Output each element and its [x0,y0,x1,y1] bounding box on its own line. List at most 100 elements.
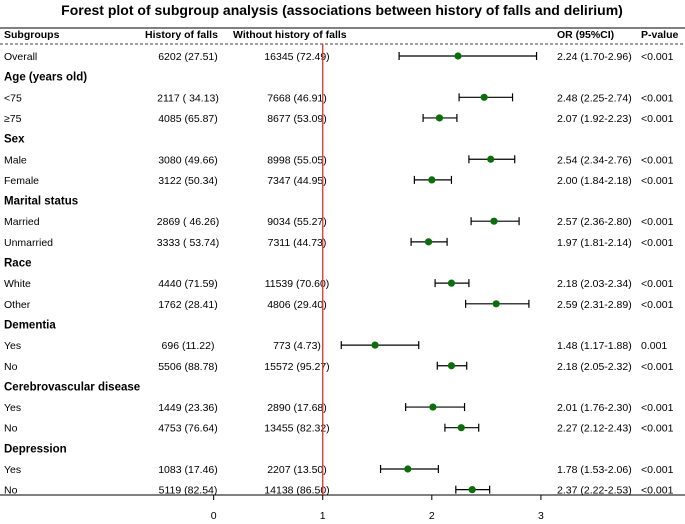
or-ci-value: 1.78 (1.53-2.06) [557,464,632,476]
no-falls-value: 2890 (17.68) [267,402,327,414]
table-rows: Overall 6202 (27.51) 16345 (72.49) 2.24 (1.… [4,51,674,497]
no-falls-value: 4806 (29.40) [267,299,327,311]
or-ci-value: 2.24 (1.70-2.96) [557,51,632,63]
group-label: Cerebrovascular disease [4,381,140,393]
p-value: 0.001 [641,340,667,352]
falls-value: 5506 (88.78) [158,361,218,373]
or-ci-value: 2.48 (2.25-2.74) [557,92,632,104]
or-point [487,155,495,163]
or-point [435,114,444,122]
no-falls-value: 2207 (13.50) [267,464,327,476]
or-point [454,52,462,60]
group-label: Depression [4,443,67,455]
or-point [404,465,412,473]
or-ci-value: 2.18 (2.05-2.32) [557,361,632,373]
no-falls-value: 8677 (53.09) [267,113,327,125]
or-ci-value: 2.01 (1.76-2.30) [557,402,632,414]
or-point [447,362,456,370]
col-header-no-falls: Without history of falls [233,29,347,41]
subgroup-label: Yes [4,464,21,476]
p-value: <0.001 [641,113,674,125]
subgroup-label: ≥75 [4,113,22,125]
subgroup-label: White [4,278,31,290]
or-point [480,93,488,101]
subgroup-label: Other [4,299,31,311]
p-value: <0.001 [641,92,674,104]
no-falls-value: 7668 (46.91) [267,92,327,104]
falls-value: 3333 ( 53.74) [157,237,219,249]
plot-marks [322,44,538,495]
no-falls-value: 7311 (44.73) [268,237,327,249]
p-value: <0.001 [641,361,674,373]
p-value: <0.001 [641,175,674,187]
no-falls-value: 11539 (70.60) [265,278,330,290]
or-ci-value: 2.37 (2.22-2.53) [557,485,632,497]
no-falls-value: 773 (4.73) [273,340,321,352]
or-ci-value: 1.48 (1.17-1.88) [557,340,632,352]
falls-value: 1762 (28.41) [158,299,218,311]
falls-value: 3080 (49.66) [158,154,218,166]
col-header-falls: History of falls [145,29,218,41]
p-value: <0.001 [641,485,674,497]
falls-value: 4440 (71.59) [158,278,218,290]
falls-value: 2869 ( 46.26) [157,216,219,228]
falls-value: 696 (11.22) [162,340,215,352]
falls-value: 1083 (17.46) [158,464,218,476]
or-point [424,238,433,246]
or-point [490,217,498,225]
subgroup-label: No [4,485,18,497]
or-ci-value: 2.57 (2.36-2.80) [557,216,632,228]
subgroup-label: Female [4,175,39,187]
falls-value: 4085 (65.87) [158,113,218,125]
falls-value: 3122 (50.34) [158,175,218,187]
p-value: <0.001 [641,237,674,249]
p-value: <0.001 [641,423,674,435]
or-ci-value: 2.00 (1.84-2.18) [557,175,632,187]
or-ci-value: 2.59 (2.31-2.89) [557,299,632,311]
subgroup-label: Yes [4,402,21,414]
subgroup-label: Unmarried [4,237,53,249]
p-value: <0.001 [641,154,674,166]
falls-value: 4753 (76.64) [158,423,218,435]
subgroup-label: Married [4,216,40,228]
or-point [371,341,379,349]
no-falls-value: 9034 (55.27) [267,216,327,228]
subgroup-label: No [4,361,18,373]
group-label: Sex [4,134,25,146]
no-falls-value: 14138 (86.50) [264,485,329,497]
p-value: <0.001 [641,402,674,414]
x-tick-label: 0 [211,510,217,522]
subgroup-label: No [4,423,18,435]
p-value: <0.001 [641,299,674,311]
subgroup-label: Overall [4,51,37,63]
or-ci-value: 2.27 (2.12-2.43) [557,423,632,435]
group-label: Race [4,258,32,270]
or-point [429,403,437,411]
or-point [428,176,436,184]
x-tick-label: 2 [429,510,435,522]
subgroup-label: <75 [4,92,22,104]
col-header-p: P-value [641,29,679,41]
group-label: Age (years old) [4,72,87,84]
falls-value: 5119 (82.54) [159,485,218,497]
falls-value: 6202 (27.51) [158,51,218,63]
p-value: <0.001 [641,464,674,476]
p-value: <0.001 [641,216,674,228]
no-falls-value: 15572 (95.27) [264,361,329,373]
falls-value: 2117 ( 34.13) [157,92,219,104]
group-label: Dementia [4,319,56,331]
p-value: <0.001 [641,278,674,290]
no-falls-value: 13455 (82.32) [264,423,329,435]
subgroup-label: Male [4,154,27,166]
or-point [468,486,476,494]
subgroup-label: Yes [4,340,21,352]
col-header-or: OR (95%CI) [557,29,614,41]
p-value: <0.001 [641,51,674,63]
x-tick-label: 1 [320,510,326,522]
col-header-subgroups: Subgroups [4,29,60,41]
or-ci-value: 2.07 (1.92-2.23) [557,113,632,125]
or-point [492,300,500,308]
no-falls-value: 16345 (72.49) [264,51,329,63]
x-axis: 0 1 2 3 [211,495,544,522]
